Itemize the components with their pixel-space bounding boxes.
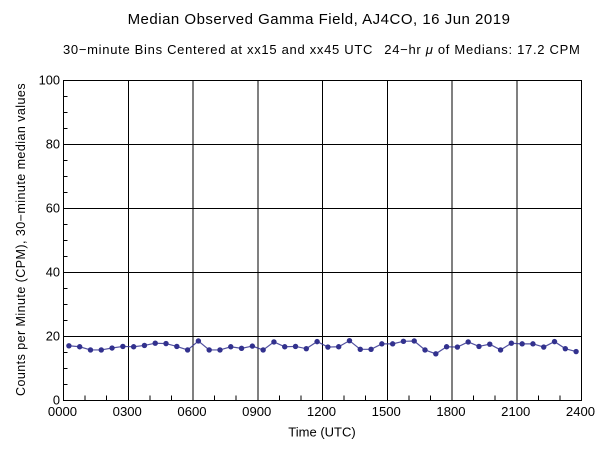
svg-text:Median Observed Gamma Field, A: Median Observed Gamma Field, AJ4CO, 16 J… (128, 11, 511, 28)
svg-text:40: 40 (46, 265, 60, 280)
svg-text:1800: 1800 (436, 404, 465, 419)
svg-text:2400: 2400 (566, 404, 595, 419)
svg-text:30−minute Bins Centered at xx1: 30−minute Bins Centered at xx15 and xx45… (63, 42, 373, 57)
svg-text:1500: 1500 (372, 404, 401, 419)
svg-text:0900: 0900 (242, 404, 271, 419)
svg-text:0: 0 (53, 393, 60, 408)
svg-text:Counts per Minute (CPM), 30−mi: Counts per Minute (CPM), 30−minute media… (14, 83, 28, 396)
svg-text:80: 80 (46, 137, 60, 152)
svg-text:24−hr μ of Medians: 17.2 CPM: 24−hr μ of Medians: 17.2 CPM (384, 42, 580, 57)
svg-text:2100: 2100 (501, 404, 530, 419)
svg-text:20: 20 (46, 329, 60, 344)
svg-text:0000: 0000 (48, 404, 77, 419)
svg-text:Time (UTC): Time (UTC) (288, 425, 355, 440)
svg-text:1200: 1200 (307, 404, 336, 419)
svg-text:0600: 0600 (177, 404, 206, 419)
svg-text:0300: 0300 (113, 404, 142, 419)
svg-text:100: 100 (39, 73, 60, 88)
svg-text:60: 60 (46, 201, 60, 216)
